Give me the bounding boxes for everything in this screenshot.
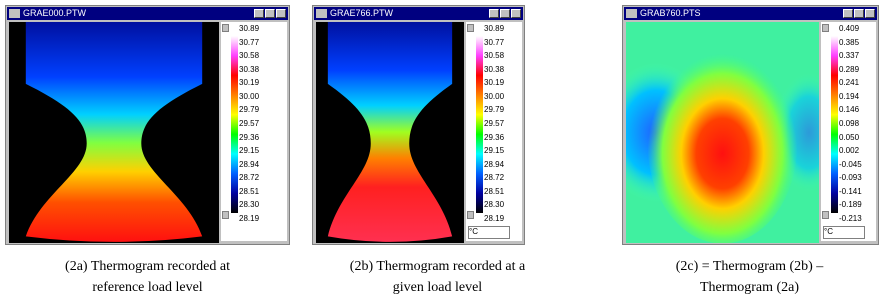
scale-label: 0.385 [839,39,859,47]
scale-label: 28.94 [239,161,259,169]
window-title: GRAE766.PTW [330,8,393,18]
scale-label: 30.00 [484,93,504,101]
window-button [265,9,275,18]
title-bar: GRAB760.PTS [624,7,877,20]
scale-label: 29.57 [484,120,504,128]
scale-label: 0.050 [839,134,859,142]
scroll-arrow [822,24,829,32]
title-bar: GRAE766.PTW [314,7,523,20]
title-bar: GRAE000.PTW [7,7,288,20]
scale-label: 28.30 [239,201,259,209]
scale-label: 28.19 [239,215,259,223]
scale-label: -0.093 [839,174,862,182]
scale-label: 29.36 [484,134,504,142]
window-button [511,9,521,18]
window-icon [9,9,20,18]
scale-label: 30.38 [484,66,504,74]
scale-label: 30.58 [484,52,504,60]
window-button [489,9,499,18]
scale-label: 30.38 [239,66,259,74]
scroll-arrow [467,24,474,32]
window-icon [626,9,637,18]
window: GRAB760.PTS 0.409 0.385 0.337 0.289 0.241 0.19… [622,5,879,245]
scale-label: 28.30 [484,201,504,209]
scale-label: -0.141 [839,188,862,196]
thermogram-image [316,22,464,243]
scale-label: 28.72 [239,174,259,182]
thermogram [626,22,819,241]
caption-line: (2c) = Thermogram (2b) – [620,256,879,277]
scale: 30.89 30.77 30.58 30.38 30.19 30.00 29.79 29.57… [466,22,522,241]
scroll-arrow [222,211,229,219]
scale-label: 0.289 [839,66,859,74]
thermogram [9,22,219,241]
scale-label: 30.00 [239,93,259,101]
scale-label: -0.213 [839,215,862,223]
window-buttons [842,9,875,22]
scale-label: 28.19 [484,215,504,223]
scale-label: 30.58 [239,52,259,60]
scale-label: 30.19 [239,79,259,87]
color-bar [231,36,238,213]
caption-line: reference load level [0,277,295,298]
scale-label: 0.098 [839,120,859,128]
thermogram [316,22,464,241]
window-button [500,9,510,18]
scale-label: 0.337 [839,52,859,60]
thermogram-image [626,22,819,243]
scale-label: 30.19 [484,79,504,87]
scale-label: 0.409 [839,25,859,33]
color-bar [476,36,483,213]
scroll-arrow [222,24,229,32]
scale-label: 28.72 [484,174,504,182]
window-icon [316,9,327,18]
scroll-arrow [467,211,474,219]
caption-line: Thermogram (2a) [620,277,879,298]
scale-label: 29.15 [484,147,504,155]
scale-label: 29.79 [239,106,259,114]
thermogram-image [9,22,219,243]
window-button [254,9,264,18]
scale-label: 29.57 [239,120,259,128]
scale-label: -0.189 [839,201,862,209]
scale-label: 28.94 [484,161,504,169]
caption-line: (2b) Thermogram recorded at a [300,256,575,277]
caption-line: given load level [300,277,575,298]
scale-label: 30.89 [239,25,259,33]
window: GRAE000.PTW 30.89 30.77 30.58 30.38 30.19 30.0… [5,5,290,245]
window-title: GRAB760.PTS [640,8,701,18]
scale-label: 29.79 [484,106,504,114]
scale-label: 28.51 [239,188,259,196]
scroll-arrow [822,211,829,219]
scale-label: 30.77 [239,39,259,47]
window-button [843,9,853,18]
window: GRAE766.PTW 30.89 30.77 30.58 30.38 30.19 30.0… [312,5,525,245]
caption-line: (2a) Thermogram recorded at [0,256,295,277]
unit-select: °C [468,226,510,239]
scale-label: 0.241 [839,79,859,87]
scale: 0.409 0.385 0.337 0.289 0.241 0.194 0.146 0.098… [821,22,876,241]
scale-label: 30.77 [484,39,504,47]
window-button [276,9,286,18]
page: (() => { const data = JSON.parse(documen… [0,0,879,305]
unit-select: °C [823,226,865,239]
scale-label: 0.002 [839,147,859,155]
window-buttons [253,9,286,22]
window-button [854,9,864,18]
scale-label: 28.51 [484,188,504,196]
window-button [865,9,875,18]
scale-label: 0.146 [839,106,859,114]
scale-label: 30.89 [484,25,504,33]
scale-label: 0.194 [839,93,859,101]
window-title: GRAE000.PTW [23,8,86,18]
scale-label: 29.15 [239,147,259,155]
scale: 30.89 30.77 30.58 30.38 30.19 30.00 29.79 29.57… [221,22,287,241]
scale-label: 29.36 [239,134,259,142]
window-buttons [488,9,521,22]
caption: (2c) = Thermogram (2b) –Thermogram (2a) [620,256,879,298]
scale-label: -0.045 [839,161,862,169]
color-bar [831,36,838,213]
